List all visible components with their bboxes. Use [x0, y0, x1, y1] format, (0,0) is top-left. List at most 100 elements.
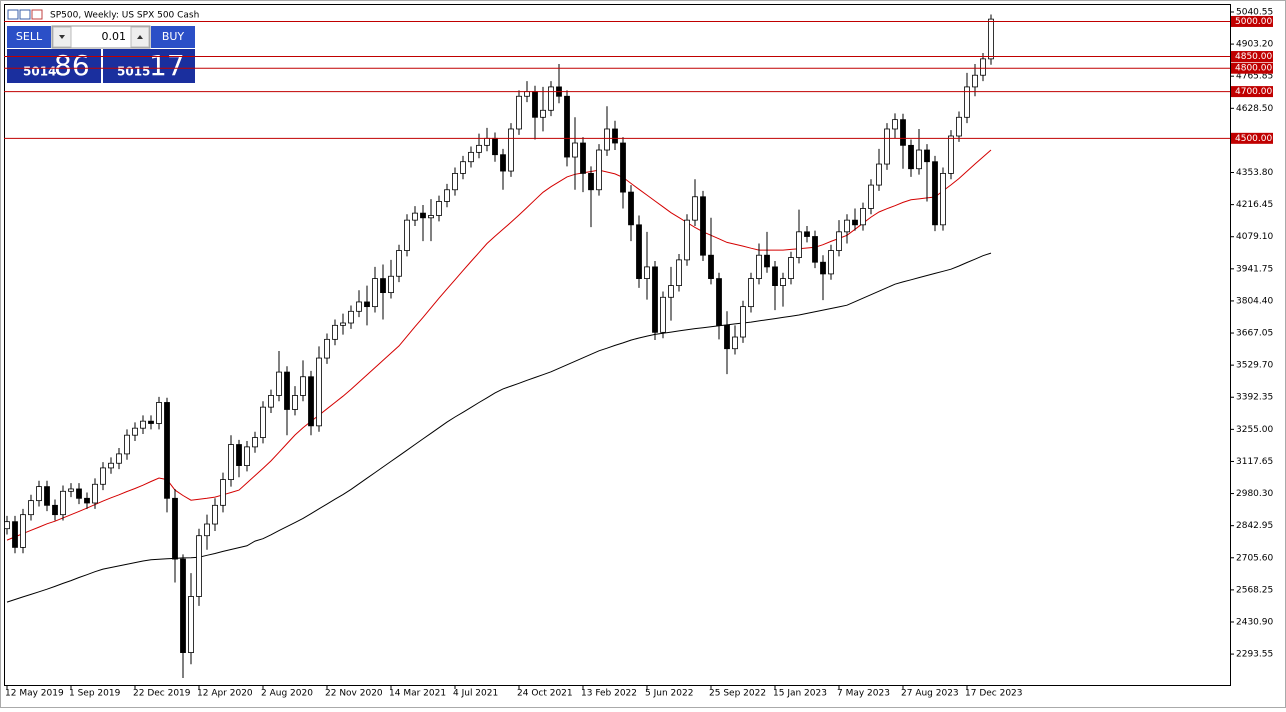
- chart-title: SP500, Weekly: US SPX 500 Cash: [50, 11, 199, 21]
- bid-pips: 86: [54, 49, 90, 82]
- candle-body: [628, 191, 634, 226]
- y-tick-label: 5040.55: [1236, 7, 1273, 17]
- buy-label: BUY: [162, 30, 185, 43]
- x-tick-label: 17 Dec 2023: [965, 689, 1023, 699]
- candle-body: [468, 151, 474, 163]
- level-label-box: [1231, 62, 1273, 74]
- candle-body: [884, 128, 890, 165]
- candle-body: [236, 444, 242, 466]
- candle-body: [692, 196, 698, 221]
- arrow-up: [137, 35, 143, 39]
- candle-body: [788, 257, 794, 279]
- candle-body: [868, 184, 874, 209]
- candle-body: [364, 301, 370, 308]
- candle-body: [748, 278, 754, 308]
- candle-body: [924, 149, 930, 163]
- candle-body: [308, 376, 314, 427]
- candle-body: [764, 254, 770, 268]
- candle-body: [420, 212, 426, 219]
- candle-body: [452, 172, 458, 191]
- candle-body: [52, 504, 58, 516]
- candle-body: [412, 212, 418, 221]
- x-tick-label: 12 May 2019: [5, 689, 64, 699]
- y-tick-label: 2842.95: [1236, 521, 1273, 531]
- candle-body: [572, 142, 578, 158]
- candle-body: [212, 504, 218, 525]
- lot-input[interactable]: [51, 25, 151, 49]
- candle-body: [28, 500, 34, 516]
- candle-body: [108, 462, 114, 469]
- y-tick-label: 2980.30: [1236, 489, 1273, 499]
- candle-body: [636, 224, 642, 279]
- level-label-box: [1231, 15, 1273, 27]
- candle-body: [244, 446, 250, 466]
- ask-box[interactable]: [103, 49, 195, 83]
- candle-body: [516, 95, 522, 130]
- x-tick-label: 12 Apr 2020: [197, 689, 253, 699]
- candle-body: [524, 91, 530, 97]
- candle-body: [684, 219, 690, 261]
- candle-body: [876, 163, 882, 186]
- trade-panel: SELL 0.01 BUY 5014 86 5015 17: [7, 25, 195, 83]
- candle-body: [380, 278, 386, 294]
- candle-body: [860, 208, 866, 226]
- sell-button[interactable]: [7, 26, 51, 48]
- candle-body: [548, 86, 554, 111]
- candle-body: [644, 266, 650, 279]
- x-tick-label: 27 Aug 2023: [901, 689, 959, 699]
- candle-body: [356, 301, 362, 312]
- candle-body: [340, 322, 346, 326]
- y-tick-label: 4765.85: [1236, 72, 1273, 82]
- level-label-box: [1231, 132, 1273, 144]
- candle-body: [460, 161, 466, 174]
- x-tick-label: 24 Oct 2021: [517, 689, 573, 699]
- buy-button[interactable]: [151, 26, 195, 48]
- y-tick-label: 3941.75: [1236, 264, 1273, 274]
- y-tick-label: 2568.25: [1236, 585, 1273, 595]
- candle-body: [284, 371, 290, 410]
- candle-body: [652, 266, 658, 333]
- candle-body: [220, 479, 226, 506]
- candle-body: [916, 149, 922, 170]
- candle-body: [932, 161, 938, 226]
- candle-body: [20, 514, 26, 548]
- candle-body: [596, 149, 602, 191]
- level-label: 4800.00: [1235, 64, 1272, 74]
- y-tick-label: 4903.20: [1236, 40, 1273, 50]
- candle-body: [324, 338, 330, 359]
- candle-body: [388, 275, 394, 294]
- candle-body: [12, 521, 18, 548]
- y-tick-label: 3255.00: [1236, 425, 1273, 435]
- moving-average-line: [6, 149, 992, 541]
- level-label: 4850.00: [1235, 52, 1272, 62]
- candle-body: [76, 488, 82, 499]
- candle-body: [300, 376, 306, 396]
- candle-body: [716, 278, 722, 326]
- x-tick-label: 14 Mar 2021: [389, 689, 446, 699]
- bid-box[interactable]: [7, 49, 101, 83]
- candle-body: [724, 324, 730, 350]
- candle-body: [404, 219, 410, 251]
- candle-body: [908, 144, 914, 170]
- candle-body: [508, 128, 514, 172]
- candle-body: [172, 497, 178, 560]
- candle-body: [292, 395, 298, 410]
- candle-body: [60, 490, 66, 516]
- candle-body: [564, 95, 570, 158]
- candle-body: [316, 357, 322, 427]
- lot-value: 0.01: [102, 30, 127, 43]
- candle-body: [660, 296, 666, 333]
- candle-body: [988, 18, 994, 60]
- candle-body: [132, 427, 138, 436]
- y-tick-label: 3392.35: [1236, 393, 1273, 403]
- candle-body: [892, 119, 898, 130]
- y-tick-label: 2430.90: [1236, 617, 1273, 627]
- candle-body: [276, 371, 282, 396]
- candle-body: [612, 128, 618, 144]
- candle-body: [852, 219, 858, 226]
- candle-body: [972, 74, 978, 88]
- candle-body: [188, 596, 194, 653]
- candle-body: [148, 420, 154, 424]
